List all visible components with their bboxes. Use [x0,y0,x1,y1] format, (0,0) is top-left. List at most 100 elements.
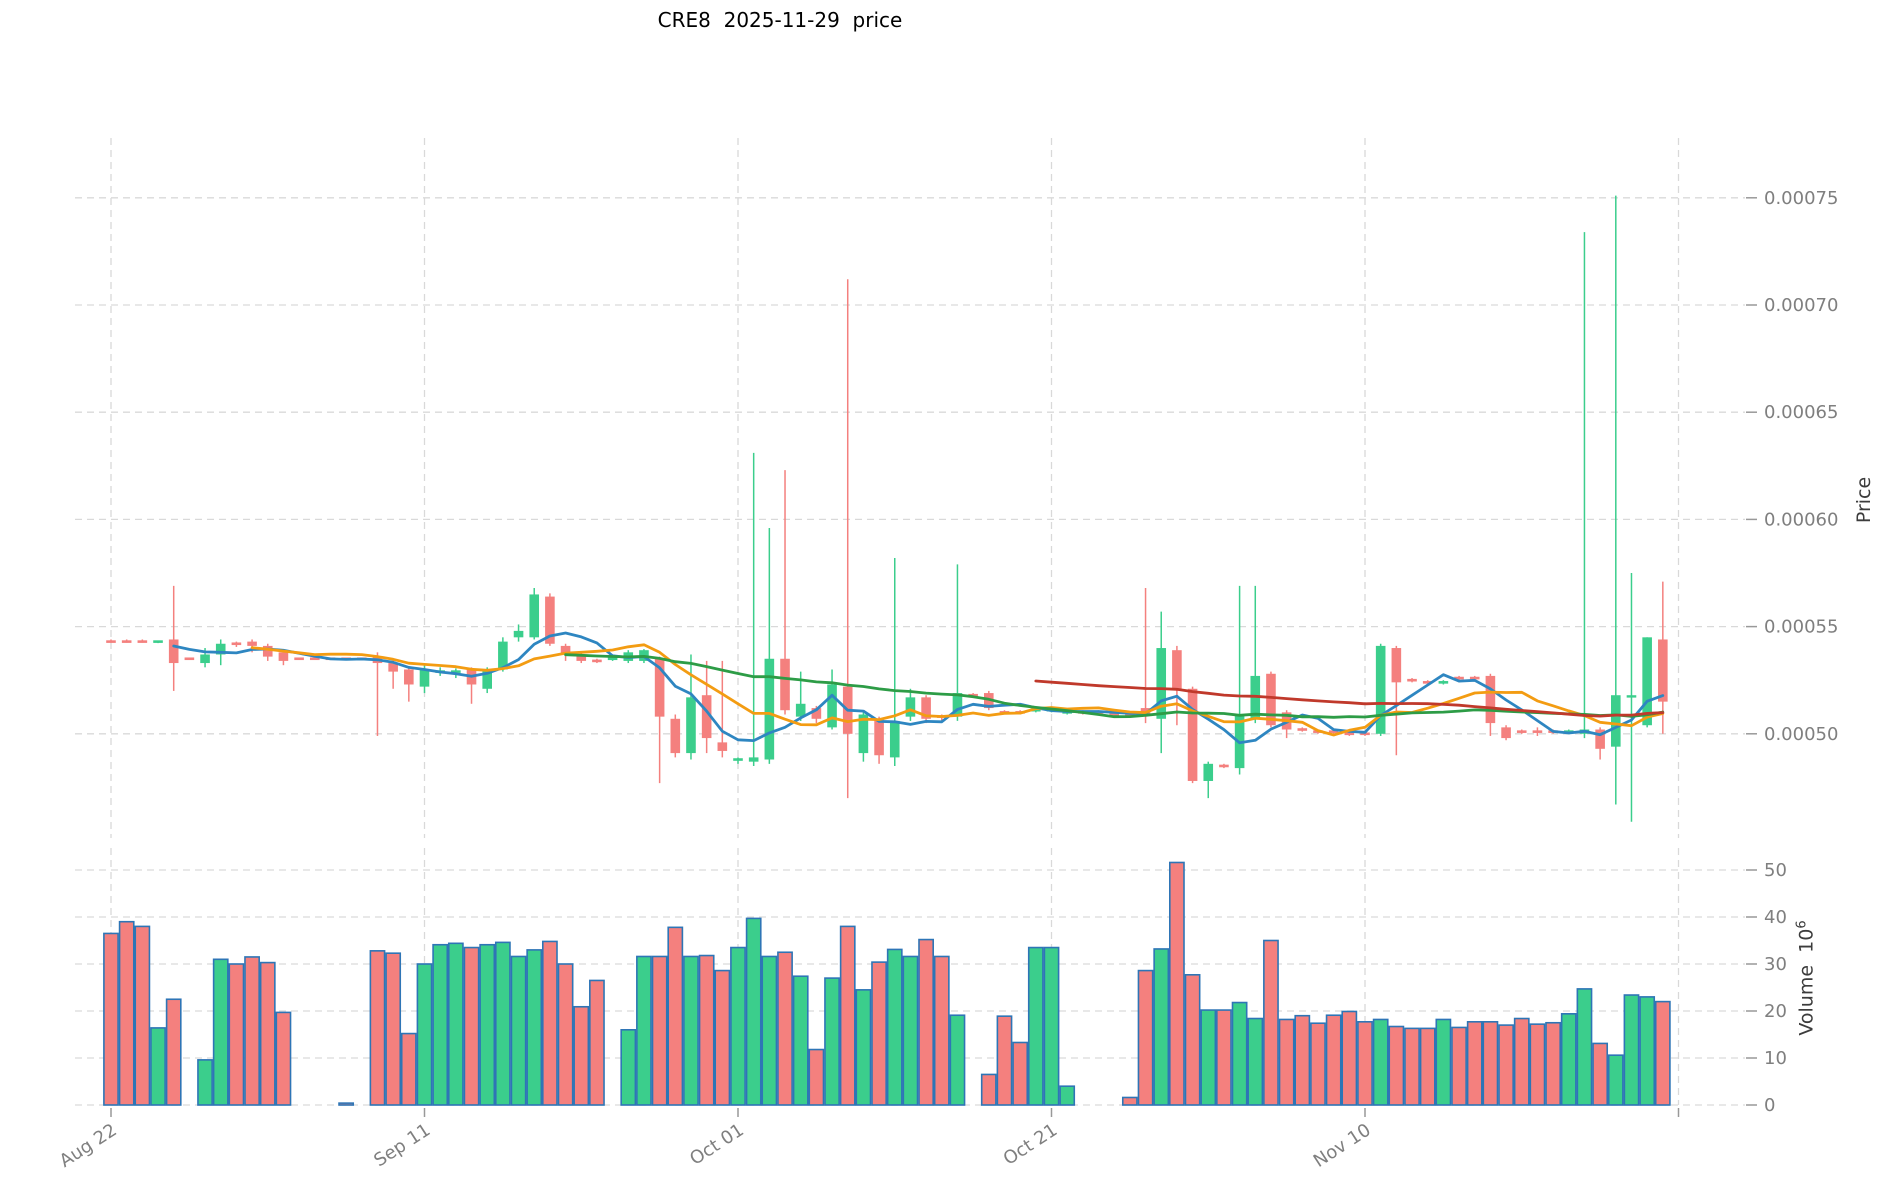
candle [137,639,148,643]
volume-bar [1012,1041,1029,1106]
candle [717,660,728,758]
candle-body [889,720,900,758]
volume-bar [683,955,699,1106]
volume-bar [918,938,934,1106]
candle [294,657,304,661]
candle [1501,725,1511,741]
volume-tick-label: 50 [1764,860,1787,881]
volume-bar [1278,1018,1295,1106]
candle-body [168,639,179,664]
volume-bar [1325,1014,1342,1106]
volume-bar [526,949,543,1106]
candle [1611,195,1621,805]
volume-bar [745,917,762,1106]
volume-axis-scale-exp: 6 [1794,920,1810,929]
candle [1375,643,1386,736]
volume-bar [996,1015,1013,1106]
volume-tick-label: 0 [1764,1095,1775,1116]
volume-bar [1513,1017,1530,1106]
candle-body [1501,727,1511,739]
volume-bar [228,963,245,1106]
candle-body [905,697,916,717]
ma-line-30 [564,653,1665,719]
volume-bar [1419,1027,1436,1106]
volume-bar [1576,988,1593,1106]
x-tick-label: Aug 22 [56,1120,121,1172]
candle-flat-dash [106,640,116,643]
candle-body [262,645,273,657]
candle [1250,585,1261,724]
candle [1203,761,1214,799]
candle-body [482,669,492,689]
volume-bar [730,946,746,1106]
volume-bar [447,942,464,1106]
candle-body [1266,673,1276,726]
volume-bar [1169,861,1185,1106]
candle [827,669,837,730]
candle-flat-dash [592,659,602,663]
candle-body [701,695,712,739]
candle [1454,675,1464,681]
volume-bar [933,955,950,1106]
x-tick-label: Sep 11 [370,1120,434,1172]
volume-bar [792,975,809,1106]
volume-bar [1027,946,1044,1106]
candle [1187,686,1198,784]
candle-body [670,718,681,754]
volume-bar [1294,1014,1311,1106]
candle [1485,673,1496,736]
candle-body [686,697,696,754]
candle-flat-dash [1297,728,1308,731]
volume-tick-label: 30 [1764,954,1787,975]
candle-body [780,658,790,711]
volume-bar [871,961,887,1106]
volume-bar [400,1032,417,1106]
volume-bar [777,951,793,1106]
candle [529,588,540,640]
candle-body [1485,675,1496,724]
volume-bar [338,1102,355,1106]
price-tick-label: 0.00050 [1764,724,1838,745]
candle-body [560,645,571,655]
candle [592,658,602,664]
candle [764,527,775,764]
volume-bar [1216,1009,1232,1106]
price-axis-label: Price [1853,476,1875,524]
volume-bar [980,1073,997,1106]
candle-flat-dash [1516,730,1527,733]
candle-flat-dash [121,640,132,643]
volume-bar [385,952,402,1106]
candle [780,470,790,715]
candle [654,656,665,784]
volume-bar [369,950,386,1106]
volume-bar [259,961,276,1106]
volume-bar [275,1011,292,1106]
candle [121,639,132,643]
candle-body [764,658,775,760]
candle [1579,232,1590,739]
volume-bar [1357,1021,1373,1106]
candle [262,643,273,661]
volume-bar [463,946,480,1106]
chart-title: CRE8 2025-11-29 price [657,8,903,32]
candle-flat-dash [1422,681,1433,684]
candle [905,688,916,721]
volume-bar [244,956,260,1106]
volume-tick-label: 20 [1764,1001,1787,1022]
volume-bar [1451,1026,1467,1106]
volume-tick-label: 40 [1764,907,1787,928]
candle [513,624,524,642]
volume-bar [1137,969,1154,1106]
x-tick-label: Oct 01 [686,1120,748,1170]
candle-flat-dash [137,640,148,643]
candle [921,695,931,724]
candle-body [1642,637,1652,726]
volume-bar [1247,1017,1264,1106]
candle [1438,680,1449,685]
candle-flat-dash [968,693,978,697]
candle-body [1658,639,1668,702]
volume-bar [1263,939,1279,1106]
volume-bar [1372,1018,1389,1106]
candle-body [247,641,257,646]
